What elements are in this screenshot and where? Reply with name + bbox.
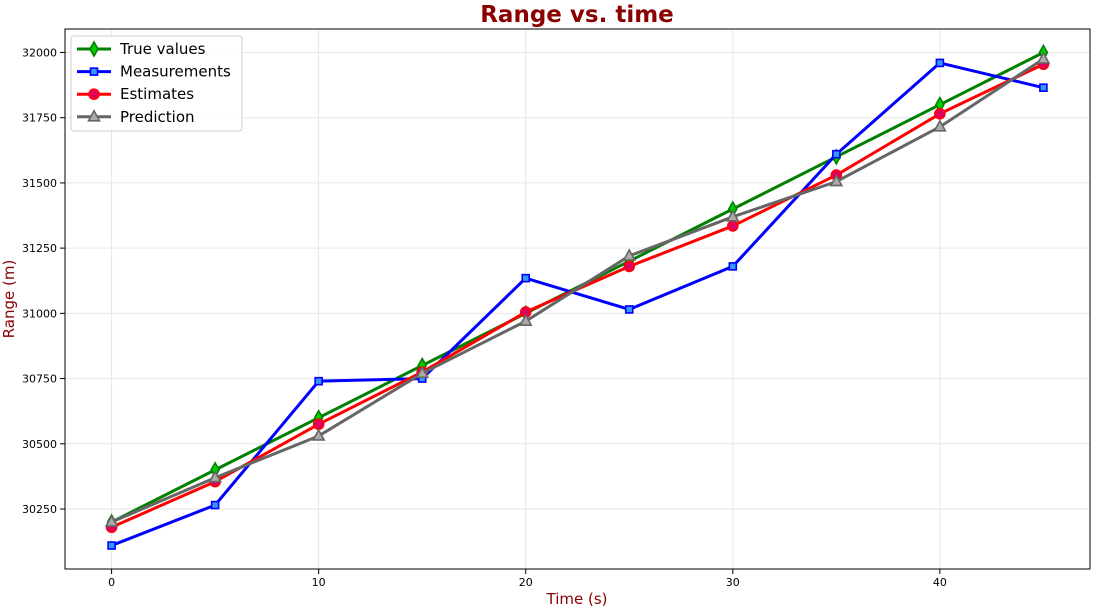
data-point-prediction [1036,51,1051,64]
data-point-measurements [935,58,945,68]
data-point-measurements [624,305,634,314]
data-point-prediction [622,248,637,261]
data-point-prediction [208,470,222,483]
data-point-measurements [107,541,116,550]
series-line-prediction [111,57,1045,524]
data-point-prediction [725,209,740,222]
x-axis-label: Time (s) [546,590,608,608]
legend-marker-true-values [89,40,99,58]
data-point-prediction [933,119,947,132]
data-point-prediction [829,173,844,187]
axis-ticks: 0 10 20 30 40 30250 30500 30750 31000 31250 31500 3… [22,46,947,589]
data-point-prediction [415,365,430,379]
data-point-prediction [311,428,326,441]
data-point-prediction [518,313,533,326]
series-measurements [107,58,1048,550]
legend: True values Measurements Estimates Predicti… [70,35,243,132]
y-tick-label: 31500 [22,177,57,190]
legend-marker-measurements [89,67,99,76]
x-tick-label: 0 [108,576,115,589]
legend-label-measurements: Measurements [120,63,231,81]
legend-label-prediction: Prediction [120,108,195,126]
data-point-measurements [314,376,323,386]
series-prediction [104,51,1051,527]
x-tick-label: 30 [726,576,740,589]
legend-label-estimates: Estimates [120,85,194,103]
data-point-measurements [521,273,531,283]
y-tick-label: 31250 [22,242,57,255]
x-tick-label: 40 [933,576,947,589]
data-point-measurements [728,262,738,271]
data-point-prediction [104,514,119,527]
legend-marker-prediction [87,109,101,122]
x-tick-label: 10 [312,576,326,589]
legend-label-true-values: True values [119,40,206,58]
series-line-measurements [111,61,1044,547]
y-axis-label: Range (m) [0,260,18,339]
data-point-measurements [832,149,841,159]
legend-box [70,35,243,132]
data-point-estimates [623,260,636,273]
x-tick-label: 20 [519,576,533,589]
y-tick-label: 31750 [22,112,57,125]
data-point-estimates [312,418,325,431]
legend-marker-estimates [88,88,100,100]
y-tick-label: 31000 [22,307,57,320]
series-line-estimates [110,62,1045,529]
series-estimates [105,58,1050,534]
data-point-measurements [210,500,220,510]
data-point-estimates [934,107,946,120]
y-tick-label: 32000 [22,46,57,59]
y-tick-label: 30250 [22,503,57,516]
data-point-estimates [727,220,739,232]
plot-series [104,43,1051,550]
y-tick-label: 30500 [22,438,57,451]
y-tick-label: 30750 [22,373,57,386]
plot-area [64,28,1091,570]
data-point-measurements [1039,83,1048,92]
chart-title: Range vs. time [480,2,674,28]
